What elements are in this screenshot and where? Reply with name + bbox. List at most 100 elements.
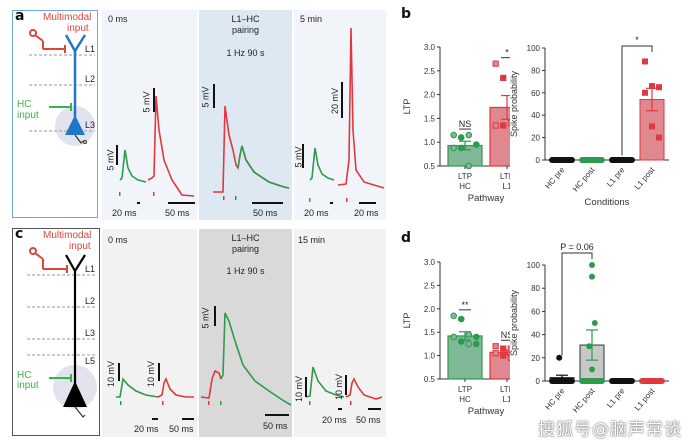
panel-c-schematic: c Multimodal input HC input L1 L2 L3 L5: [12, 226, 100, 436]
panel-letter-b: b: [401, 6, 412, 22]
scale-label: 10 mV: [146, 360, 157, 388]
x-tick-label: HC pre: [543, 165, 567, 191]
y-axis-label: Spike probability: [509, 70, 519, 137]
neuron-icon: [64, 34, 87, 121]
x-tick-label: LTP: [458, 172, 472, 181]
data-point: [457, 338, 465, 345]
neuron-icon: [65, 254, 86, 389]
data-point: [450, 131, 457, 139]
y-tick-label: 100: [527, 261, 541, 270]
data-point: [473, 333, 480, 341]
significance-label: NS: [501, 330, 510, 340]
soma-icon: [65, 115, 85, 135]
y-tick-label: 80: [531, 66, 540, 75]
layer-label: L1: [85, 44, 96, 54]
y-tick-label: 2.5: [424, 67, 436, 76]
data-point: [642, 89, 648, 96]
x-axis-label: Pathway: [468, 406, 505, 417]
y-tick-label: 60: [531, 89, 540, 98]
significance-label: **: [461, 300, 469, 310]
scale-label: 20 ms: [354, 208, 379, 218]
panel-letter-a: a: [15, 8, 25, 24]
x-tick-label: HC post: [571, 165, 597, 194]
significance-bracket: [561, 252, 593, 356]
chart-b-ltp: 0.51.01.52.02.53.0LTPNSLTPHC*LTPL1Pathwa…: [402, 43, 510, 204]
layer-label: L1: [85, 264, 96, 274]
hc-input-label-2: input: [17, 110, 39, 121]
trace-subtitle: 1 Hz 90 s: [226, 48, 265, 58]
data-point: [507, 354, 510, 362]
x-tick-label: L1 pre: [605, 386, 627, 410]
x-tick-label: HC: [459, 182, 471, 191]
panel-c-trace-0ms: 0 ms 10 mV 10 mV 20 ms 50 ms: [102, 229, 197, 437]
significance-label: *: [505, 48, 509, 58]
layer-label: L2: [85, 296, 96, 306]
data-point: [589, 366, 595, 373]
x-tick-label: LTP: [458, 385, 472, 394]
zero-points: [609, 157, 635, 163]
data-point: [492, 60, 499, 67]
layer-lines: [27, 274, 95, 356]
scale-label: 50 ms: [356, 415, 381, 425]
zero-points: [639, 378, 665, 384]
y-tick-label: 20: [531, 354, 540, 363]
y-axis-label: LTP: [402, 99, 412, 115]
hc-trace: [237, 145, 290, 189]
scale-label: 5 mV: [293, 146, 304, 168]
l1-trace: [213, 105, 290, 193]
data-point: [492, 343, 499, 350]
data-point: [656, 84, 662, 91]
data-point: [500, 74, 507, 82]
panel-a-trace-5min: 5 min 5 mV 20 mV 20 ms 20 ms: [294, 10, 386, 220]
y-tick-label: 1.0: [424, 352, 436, 361]
data-point: [589, 262, 595, 268]
y-tick-label: 2.0: [424, 91, 436, 100]
data-point: [465, 162, 473, 170]
scale-label: 10 mV: [106, 360, 117, 388]
data-point: [450, 333, 457, 341]
data-point: [465, 331, 473, 338]
layer-label: L3: [85, 120, 96, 130]
scale-label: 50 ms: [165, 208, 190, 218]
data-point: [492, 350, 499, 357]
scale-label: 20 ms: [304, 208, 329, 218]
zero-points: [549, 378, 575, 384]
multimodal-input-icon: [29, 29, 65, 50]
data-point: [642, 58, 648, 65]
scale-label: 5 mV: [141, 91, 152, 113]
data-point: [492, 122, 499, 129]
x-axis-label: Conditions: [585, 197, 630, 208]
significance-label: NS: [459, 119, 472, 129]
data-point: [457, 315, 465, 323]
trace-svg: [116, 88, 195, 204]
trace-svg: [302, 27, 385, 204]
data-point: [500, 345, 507, 352]
y-tick-label: 0: [536, 377, 541, 386]
hc-trace: [119, 149, 147, 183]
trace-title: pairing: [231, 25, 260, 35]
neuron-diagram-c: [27, 247, 97, 418]
data-point: [649, 83, 655, 90]
hc-input-label: HC: [17, 370, 32, 381]
layer-lines: [29, 54, 95, 132]
y-tick-label: 60: [531, 307, 540, 316]
data-point: [500, 122, 507, 129]
y-tick-label: 40: [531, 111, 540, 120]
trace-svg: [116, 363, 194, 420]
y-tick-label: 2.5: [424, 281, 436, 290]
x-tick-label: LTP: [500, 385, 510, 394]
layer-label: L5: [85, 356, 96, 366]
trace-title: L1–HC: [231, 233, 260, 243]
l1-trace: [157, 377, 194, 398]
panel-letter-d: d: [401, 230, 412, 246]
x-tick-label: L1: [503, 182, 510, 191]
electrode-icon: [74, 134, 84, 144]
scale-label: 20 mV: [330, 87, 341, 115]
x-tick-label: LTP: [500, 172, 510, 181]
data-point: [450, 144, 457, 152]
multimodal-label: Multimodal: [43, 12, 92, 23]
y-tick-label: 3.0: [424, 43, 436, 52]
significance-label: *: [635, 35, 639, 45]
neuron-diagram-a: [29, 29, 95, 146]
data-point: [589, 273, 595, 280]
